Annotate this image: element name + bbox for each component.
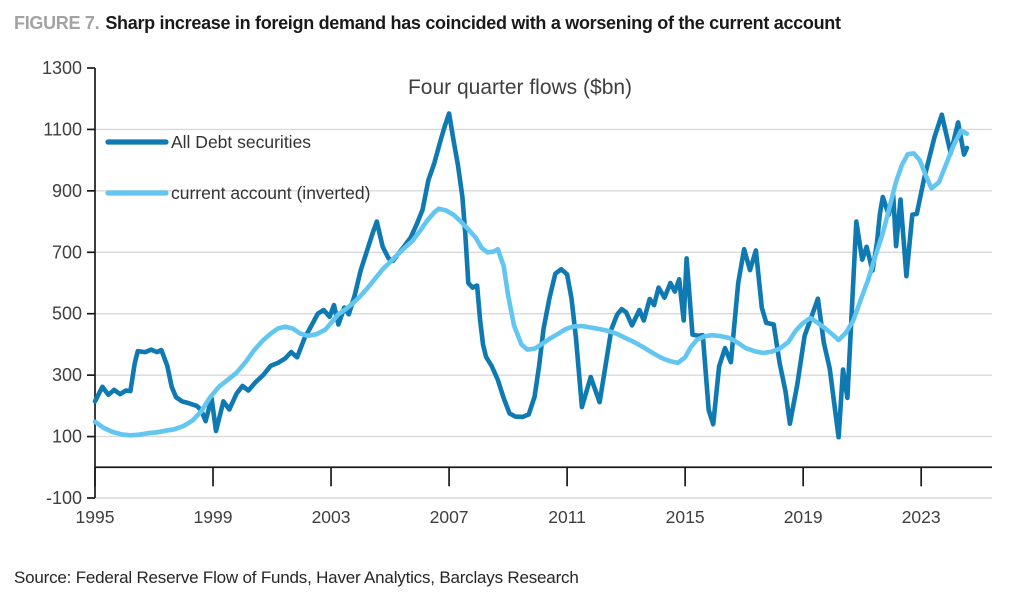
y-tick-label: 300	[52, 365, 82, 385]
y-tick-label: -100	[46, 488, 82, 508]
y-tick-label: 500	[52, 304, 82, 324]
series-line-current-account-inverted	[92, 128, 970, 438]
x-tick-label: 2003	[312, 507, 351, 527]
x-tick-label: 2007	[430, 507, 469, 527]
x-tick-label: 2015	[666, 507, 705, 527]
x-tick-label: 1995	[76, 507, 115, 527]
series-lines	[92, 111, 970, 440]
line-chart: Four quarter flows ($bn) -100 100 300 500 70…	[42, 58, 992, 527]
chart-title: Four quarter flows ($bn)	[408, 76, 632, 99]
figure-number-label: FIGURE 7.	[14, 13, 100, 33]
y-tick-label: 1300	[42, 58, 82, 78]
x-tick-label: 2023	[902, 507, 941, 527]
y-tick-label: 1100	[43, 119, 82, 139]
gridlines	[95, 128, 992, 499]
y-tick-label: 700	[52, 242, 82, 262]
legend: All Debt securities current account (inve…	[105, 132, 370, 203]
legend-label-0: All Debt securities	[171, 132, 311, 152]
y-tick-label: 900	[52, 181, 82, 201]
x-tick-label: 1999	[194, 507, 233, 527]
legend-label-1: current account (inverted)	[171, 183, 370, 203]
figure-title-text: Sharp increase in foreign demand has coi…	[105, 13, 841, 33]
series-line-all-debt-securities	[92, 111, 970, 440]
figure-title: FIGURE 7. Sharp increase in foreign deman…	[14, 13, 1014, 34]
x-tick-label: 2019	[784, 507, 823, 527]
y-tick-label: 100	[52, 427, 82, 447]
x-tick-label: 2011	[548, 507, 586, 527]
axes	[87, 67, 992, 499]
source-note: Source: Federal Reserve Flow of Funds, H…	[14, 568, 579, 587]
axis-labels: -100 100 300 500 700 900 1100 1300 1995 1999 2003 2…	[42, 58, 941, 527]
